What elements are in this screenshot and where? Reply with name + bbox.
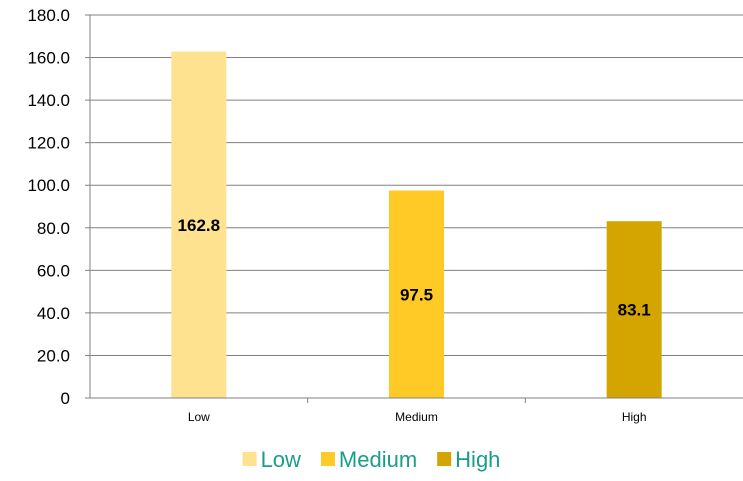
y-tick-label: 160.0: [27, 49, 70, 68]
legend-swatch-high: [437, 452, 452, 466]
x-tick-label: Low: [188, 410, 210, 424]
y-axis: 0 20.0 40.0 60.0 80.0 100.0 120.0 140.0 160.0 180…: [27, 6, 91, 408]
y-tick-label: 60.0: [37, 261, 70, 280]
legend: Low Medium High: [242, 447, 500, 472]
x-axis: Low Medium High: [90, 397, 743, 424]
y-tick-label: 100.0: [27, 176, 70, 195]
x-tick-label: Medium: [395, 410, 438, 424]
data-label-high: 83.1: [618, 301, 651, 320]
legend-swatch-medium: [320, 452, 335, 466]
legend-label-medium: Medium: [339, 447, 417, 472]
y-tick-label: 40.0: [37, 304, 70, 323]
y-tick-label: 80.0: [37, 219, 70, 238]
y-tick-label: 0: [61, 389, 70, 408]
legend-label-high: High: [455, 447, 500, 472]
y-tick-label: 140.0: [27, 91, 70, 110]
bar-high: [606, 221, 662, 398]
bar-low: [171, 51, 227, 398]
y-tick-label: 180.0: [27, 6, 70, 25]
legend-swatch-low: [242, 452, 257, 466]
y-tick-label: 120.0: [27, 134, 70, 153]
y-tick-label: 20.0: [37, 346, 70, 365]
data-label-low: 162.8: [178, 216, 221, 235]
data-label-medium: 97.5: [400, 285, 433, 304]
bar-medium: [389, 190, 444, 398]
x-tick-label: High: [622, 410, 647, 424]
legend-label-low: Low: [261, 447, 301, 472]
bars: 162.8 97.5 83.1: [171, 51, 662, 398]
